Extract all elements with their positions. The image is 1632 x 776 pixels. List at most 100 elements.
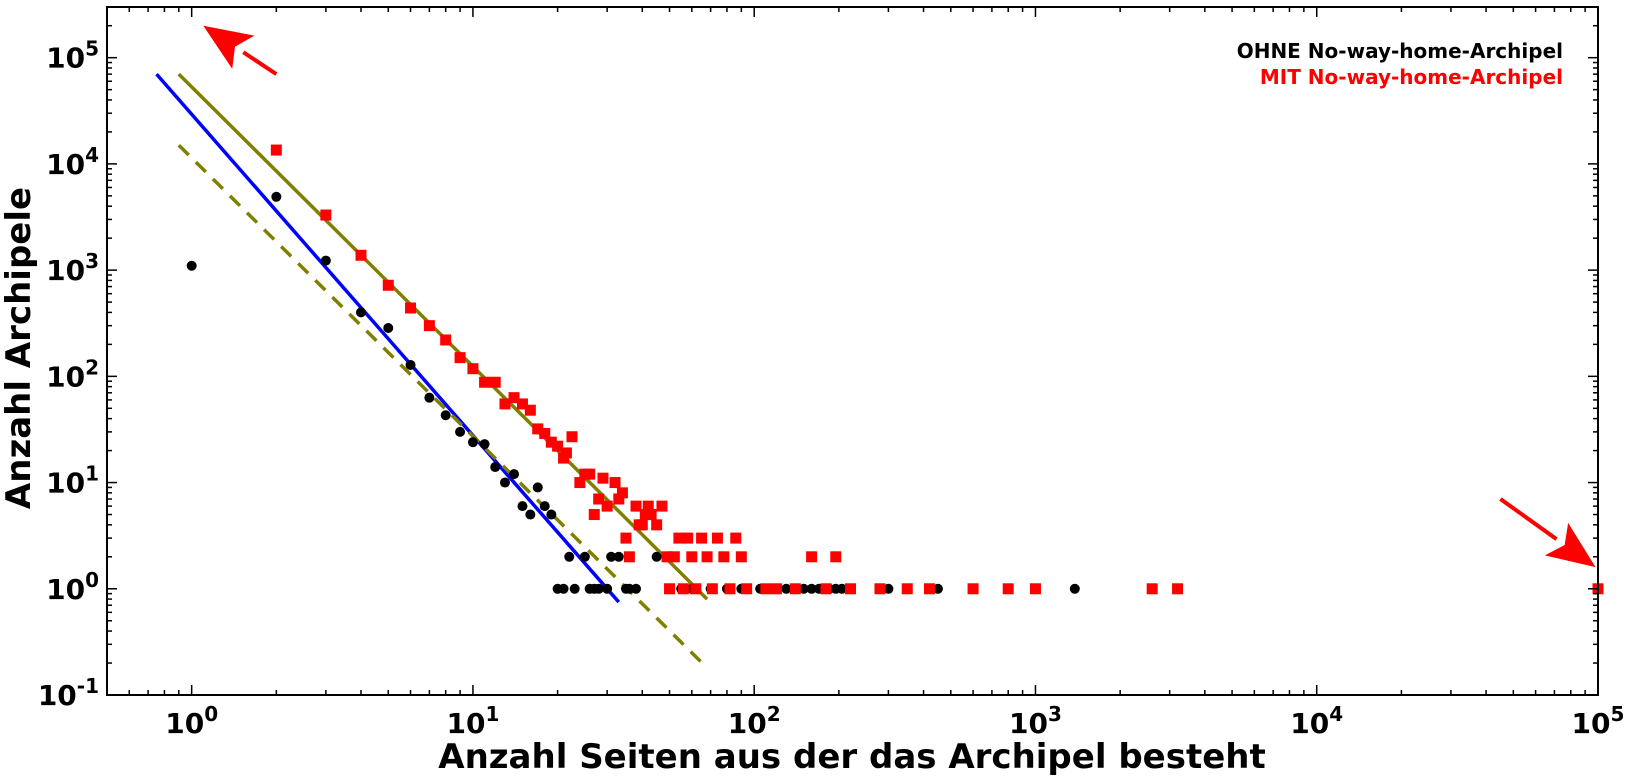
point-mit-20 (560, 447, 572, 459)
point-mit-53 (711, 532, 723, 544)
point-ohne-15 (525, 509, 536, 520)
point-mit-39 (645, 509, 657, 521)
point-mit-14 (524, 404, 536, 416)
point-ohne-52 (883, 583, 894, 594)
point-mit-70 (1002, 583, 1014, 595)
point-mit-57 (735, 551, 747, 563)
data-points-layer (186, 144, 1604, 595)
arrow-down-right (1499, 497, 1596, 568)
point-mit-62 (806, 551, 818, 563)
point-mit-66 (874, 583, 886, 595)
y-axis-title: Anzahl Archipele (0, 187, 39, 509)
point-ohne-1 (271, 191, 282, 202)
point-mit-26 (593, 493, 605, 505)
point-mit-0 (270, 144, 282, 156)
plot-frame (106, 6, 1599, 696)
point-mit-34 (630, 500, 642, 512)
point-mit-24 (584, 468, 596, 480)
point-mit-15 (532, 423, 544, 435)
point-mit-60 (770, 583, 782, 595)
point-ohne-33 (651, 551, 662, 562)
point-mit-4 (405, 302, 417, 314)
point-mit-49 (690, 583, 702, 595)
point-ohne-21 (564, 551, 575, 562)
point-mit-58 (741, 583, 753, 595)
point-mit-61 (789, 583, 801, 595)
point-mit-5 (423, 320, 435, 332)
point-mit-47 (682, 532, 694, 544)
point-ohne-54 (1069, 583, 1080, 594)
legend-entry-mit: MIT No-way-home-Archipel (1260, 65, 1563, 89)
point-ohne-16 (532, 482, 543, 493)
point-mit-41 (656, 500, 668, 512)
x-tick-label: 102 (728, 702, 781, 740)
point-ohne-9 (467, 437, 478, 448)
point-mit-9 (479, 376, 491, 388)
point-ohne-2 (320, 255, 331, 266)
point-mit-25 (588, 509, 600, 521)
fit-lines-layer (155, 72, 709, 670)
point-mit-48 (686, 551, 698, 563)
y-tick-label: 104 (46, 143, 99, 181)
point-mit-67 (901, 583, 913, 595)
fit-line-0 (155, 72, 621, 604)
ticks-layer: 100 101 102 103 104 105 10-1 100 101 102 103 104 105 (38, 6, 1625, 740)
point-mit-38 (642, 500, 654, 512)
point-ohne-5 (405, 359, 416, 370)
y-tick-label: 101 (46, 462, 99, 500)
point-ohne-22 (569, 583, 580, 594)
series-mit (270, 144, 1604, 595)
point-mit-63 (820, 583, 832, 595)
point-mit-45 (673, 532, 685, 544)
point-ohne-10 (479, 439, 490, 450)
point-ohne-53 (932, 583, 943, 594)
series-ohne (186, 191, 1080, 594)
point-mit-2 (355, 249, 367, 261)
point-mit-29 (609, 477, 621, 489)
point-ohne-11 (490, 462, 501, 473)
point-mit-43 (664, 583, 676, 595)
point-mit-22 (574, 477, 586, 489)
point-mit-1 (320, 209, 332, 221)
point-ohne-23 (579, 551, 590, 562)
point-ohne-4 (383, 323, 394, 334)
legend-entry-ohne: OHNE No-way-home-Archipel (1237, 39, 1563, 63)
point-mit-64 (830, 551, 842, 563)
point-ohne-17 (539, 501, 550, 512)
point-mit-73 (1172, 583, 1184, 595)
point-mit-54 (718, 551, 730, 563)
legend: OHNE No-way-home-Archipel MIT No-way-hom… (1237, 39, 1563, 89)
point-ohne-26 (593, 583, 604, 594)
x-tick-label: 105 (1572, 702, 1625, 740)
point-ohne-6 (424, 392, 435, 403)
point-mit-59 (760, 583, 772, 595)
x-axis-title: Anzahl Seiten aus der das Archipel beste… (438, 737, 1265, 776)
point-mit-37 (639, 509, 651, 521)
point-mit-44 (668, 551, 680, 563)
point-mit-3 (382, 279, 394, 291)
point-ohne-0 (186, 260, 197, 271)
point-mit-30 (613, 493, 625, 505)
y-tick-label: 103 (46, 249, 99, 287)
point-mit-16 (539, 427, 551, 439)
point-mit-21 (566, 431, 578, 443)
point-mit-32 (620, 532, 632, 544)
point-mit-50 (696, 532, 708, 544)
point-mit-18 (552, 440, 564, 452)
point-mit-69 (967, 583, 979, 595)
y-tick-label: 100 (46, 568, 99, 606)
point-ohne-3 (356, 307, 367, 318)
y-tick-label: 105 (46, 37, 99, 75)
point-mit-17 (545, 436, 557, 448)
point-ohne-28 (606, 551, 617, 562)
point-mit-28 (601, 500, 613, 512)
fit-line-2 (177, 143, 709, 670)
point-ohne-8 (455, 426, 466, 437)
point-mit-31 (616, 487, 628, 499)
point-mit-11 (499, 398, 511, 410)
arrow-up-left (203, 25, 278, 76)
x-tick-label: 103 (1009, 702, 1062, 740)
point-ohne-27 (602, 583, 613, 594)
x-tick-label: 100 (165, 702, 218, 740)
y-tick-label: 102 (46, 355, 99, 393)
